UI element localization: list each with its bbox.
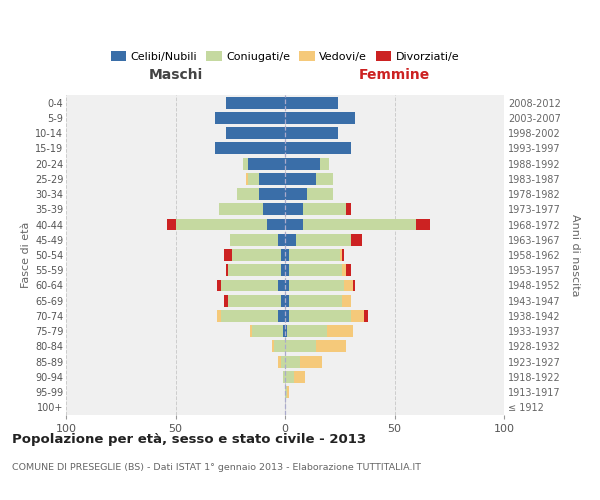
Bar [272, 340, 274, 352]
Bar [285, 96, 338, 108]
Bar [224, 249, 232, 261]
Bar [285, 188, 307, 200]
Bar [278, 234, 285, 245]
Bar [285, 264, 289, 276]
Bar [259, 188, 285, 200]
Bar [285, 295, 289, 306]
Bar [285, 325, 287, 337]
Bar [248, 158, 285, 170]
Bar [285, 280, 289, 291]
Bar [285, 127, 338, 139]
Bar [220, 204, 263, 215]
Y-axis label: Fasce di età: Fasce di età [20, 222, 31, 288]
Bar [289, 249, 340, 261]
Text: Popolazione per età, sesso e stato civile - 2013: Popolazione per età, sesso e stato civil… [12, 432, 366, 446]
Bar [237, 188, 259, 200]
Bar [217, 280, 221, 291]
Bar [244, 158, 248, 170]
Text: Femmine: Femmine [359, 68, 430, 82]
Bar [302, 218, 416, 230]
Bar [232, 249, 281, 261]
Bar [281, 295, 285, 306]
Bar [344, 280, 353, 291]
Bar [281, 356, 285, 368]
Bar [285, 249, 289, 261]
Bar [285, 371, 294, 383]
Bar [285, 142, 351, 154]
Bar [342, 295, 350, 306]
Bar [278, 310, 285, 322]
Bar [215, 112, 285, 124]
Bar [289, 310, 350, 322]
Bar [283, 325, 285, 337]
Bar [259, 173, 285, 185]
Bar [250, 325, 252, 337]
Bar [342, 249, 344, 261]
Bar [285, 158, 320, 170]
Bar [289, 280, 344, 291]
Bar [274, 340, 285, 352]
Bar [316, 340, 346, 352]
Bar [346, 204, 350, 215]
Bar [281, 249, 285, 261]
Bar [278, 356, 281, 368]
Y-axis label: Anni di nascita: Anni di nascita [571, 214, 580, 296]
Bar [340, 249, 342, 261]
Legend: Celibi/Nubili, Coniugati/e, Vedovi/e, Divorziati/e: Celibi/Nubili, Coniugati/e, Vedovi/e, Di… [106, 46, 464, 66]
Bar [224, 295, 228, 306]
Bar [296, 234, 350, 245]
Bar [285, 340, 316, 352]
Bar [285, 112, 355, 124]
Bar [226, 96, 285, 108]
Bar [285, 386, 287, 398]
Bar [283, 371, 285, 383]
Bar [217, 310, 221, 322]
Bar [226, 264, 228, 276]
Bar [221, 310, 278, 322]
Bar [346, 264, 350, 276]
Bar [248, 173, 259, 185]
Bar [285, 218, 302, 230]
Bar [287, 386, 289, 398]
Bar [226, 127, 285, 139]
Bar [230, 234, 278, 245]
Bar [285, 356, 301, 368]
Bar [351, 310, 364, 322]
Bar [281, 264, 285, 276]
Bar [416, 218, 430, 230]
Bar [353, 280, 355, 291]
Bar [278, 280, 285, 291]
Bar [316, 173, 333, 185]
Bar [228, 264, 281, 276]
Bar [307, 188, 333, 200]
Bar [326, 325, 353, 337]
Bar [302, 204, 346, 215]
Bar [342, 264, 346, 276]
Text: COMUNE DI PRESEGLIE (BS) - Dati ISTAT 1° gennaio 2013 - Elaborazione TUTTITALIA.: COMUNE DI PRESEGLIE (BS) - Dati ISTAT 1°… [12, 462, 421, 471]
Bar [263, 204, 285, 215]
Bar [285, 173, 316, 185]
Bar [285, 234, 296, 245]
Bar [252, 325, 283, 337]
Bar [176, 218, 268, 230]
Bar [287, 325, 326, 337]
Bar [245, 173, 248, 185]
Bar [285, 310, 289, 322]
Bar [289, 295, 342, 306]
Text: Maschi: Maschi [148, 68, 203, 82]
Bar [228, 295, 281, 306]
Bar [289, 264, 342, 276]
Bar [167, 218, 176, 230]
Bar [215, 142, 285, 154]
Bar [285, 204, 302, 215]
Bar [301, 356, 322, 368]
Bar [221, 280, 278, 291]
Bar [320, 158, 329, 170]
Bar [268, 218, 285, 230]
Bar [351, 234, 362, 245]
Bar [364, 310, 368, 322]
Bar [294, 371, 305, 383]
